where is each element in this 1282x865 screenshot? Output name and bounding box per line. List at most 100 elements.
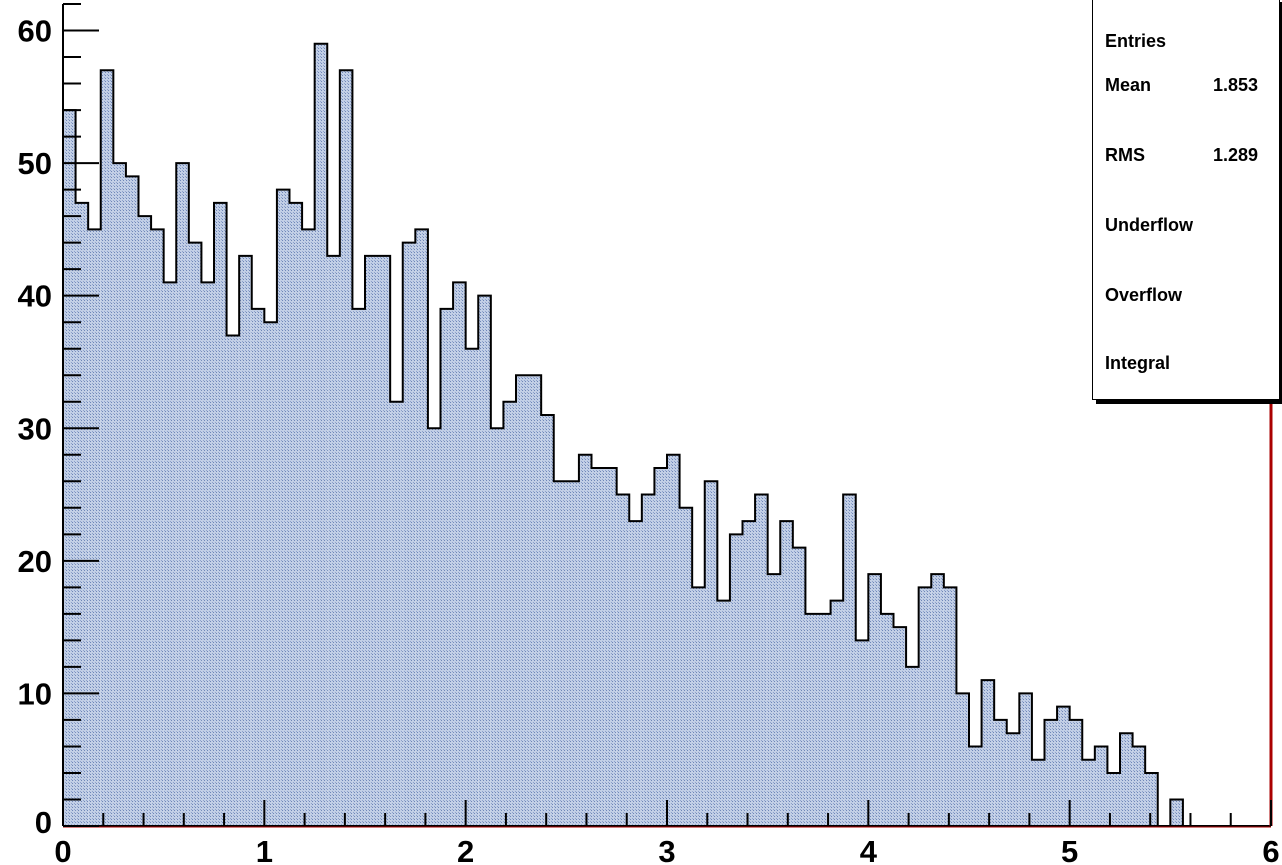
histogram-bin [729, 534, 743, 826]
histogram-bin [264, 322, 277, 826]
x-tick-label: 6 [1262, 834, 1279, 865]
histogram-bin [981, 680, 995, 826]
histogram-bin [994, 719, 1007, 826]
stat-name: Underflow [1105, 215, 1193, 235]
histogram-bin [918, 587, 932, 826]
x-tick-label: 3 [658, 834, 675, 865]
histogram-bin [641, 494, 655, 826]
x-tick-label: 5 [1061, 834, 1078, 865]
y-tick-label: 50 [18, 146, 52, 181]
histogram-bin [377, 255, 391, 827]
histogram-bin [176, 163, 189, 826]
histogram-bin [591, 468, 605, 826]
histogram-bin [478, 295, 491, 826]
histogram-bin [289, 202, 303, 826]
histogram-bin [214, 202, 227, 826]
histogram-bin [151, 229, 164, 827]
histogram-bin [541, 415, 554, 826]
histogram-bin [629, 521, 642, 826]
histogram-bin [843, 494, 856, 826]
histogram-bin [390, 401, 403, 826]
histogram-bin [792, 547, 806, 826]
histogram-bin [755, 494, 768, 826]
stat-row: Overflow [1105, 285, 1279, 309]
histogram-bin [780, 521, 793, 826]
histogram-bin [516, 375, 529, 826]
histogram-bin [616, 494, 630, 826]
y-tick-label: 60 [18, 14, 52, 49]
histogram-bin [679, 507, 693, 826]
stat-name: Overflow [1105, 285, 1183, 305]
stat-row: Entries [1105, 31, 1279, 55]
stat-row: Mean 1.853 [1105, 75, 1279, 99]
histogram-bin [742, 521, 756, 826]
histogram-bin [931, 574, 944, 826]
y-tick-label: 10 [18, 676, 52, 711]
histogram-bin [314, 43, 328, 827]
y-tick-label: 20 [18, 544, 52, 579]
histogram-bin [767, 574, 781, 826]
y-axis-ticks: 0 10 20 30 40 50 60 [18, 3, 99, 840]
histogram-bin [226, 335, 240, 826]
histogram-bin [1145, 772, 1158, 826]
histogram-bin [276, 189, 290, 826]
histogram-bin [352, 308, 365, 826]
histogram-bin [1069, 719, 1083, 826]
histogram-bin [906, 666, 919, 826]
x-axis-ticks: 0 1 2 3 4 5 6 [54, 800, 1280, 865]
histogram-bin [402, 242, 416, 827]
histogram-bin [528, 375, 542, 826]
histogram-bin [692, 587, 705, 826]
histogram-bin [667, 454, 680, 826]
histogram-bin [75, 202, 89, 826]
histogram-bin [830, 600, 844, 826]
histogram-bin [302, 229, 315, 827]
histogram-bin [855, 640, 869, 826]
histogram-bin [1031, 759, 1045, 826]
histogram-bin [943, 587, 957, 826]
histogram-bin [717, 600, 730, 826]
histogram-bin [805, 613, 818, 826]
stat-name: Integral [1105, 353, 1171, 373]
histogram-bin [604, 468, 617, 826]
histogram-bin [88, 229, 101, 827]
histogram-bin [1057, 706, 1070, 826]
histogram-bin [868, 574, 881, 826]
histogram-bin [1044, 719, 1058, 826]
histogram-bin [503, 401, 516, 826]
stat-name: Mean [1105, 75, 1152, 95]
histogram-bin [1019, 693, 1032, 826]
histogram-bin [440, 308, 454, 826]
histogram-bin [969, 746, 982, 826]
y-tick-label: 30 [18, 411, 52, 446]
stat-name: Entries [1105, 31, 1167, 51]
histogram-bin [566, 481, 579, 826]
y-tick-label: 40 [18, 279, 52, 314]
histogram-bin [138, 216, 152, 826]
x-tick-label: 0 [54, 834, 71, 865]
histogram-bin [893, 627, 907, 826]
histogram-bin [415, 229, 428, 827]
histogram-bin [704, 481, 718, 826]
histogram-bin [1094, 746, 1108, 826]
histogram-bin [1120, 733, 1133, 826]
histogram-bin [327, 255, 340, 827]
statistics-box: Entries Mean 1.853 RMS 1.289 Underflow Overflo… [1092, 0, 1280, 400]
stat-value: 1.853 [1213, 75, 1259, 95]
histogram-bin [818, 613, 831, 826]
histogram-bin [1170, 799, 1183, 826]
histogram-bin [1006, 733, 1020, 826]
histogram-bin [163, 282, 177, 827]
histogram-bin [63, 110, 76, 826]
histogram-bin [956, 693, 969, 826]
histogram-bin [339, 70, 353, 826]
histogram-bin [1107, 772, 1120, 826]
histogram-bars [63, 43, 1183, 827]
histogram-bin [365, 255, 378, 827]
stat-row: Integral [1105, 353, 1279, 377]
histogram-bin [880, 613, 894, 826]
x-tick-label: 4 [860, 834, 878, 865]
histogram-bin [239, 255, 252, 827]
histogram-bin [188, 242, 202, 827]
